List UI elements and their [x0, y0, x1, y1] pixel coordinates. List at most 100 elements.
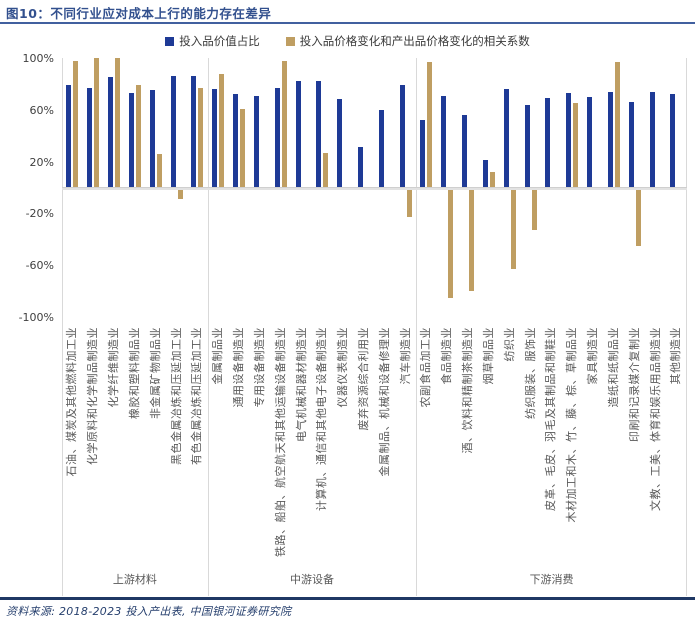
bar-value-share [191, 76, 197, 188]
bar-correlation [573, 103, 579, 188]
bar-value-share [649, 91, 655, 188]
y-tick-label: 100% [22, 52, 54, 65]
bar-value-share [545, 98, 551, 188]
bar-pair-slot [645, 58, 666, 317]
bar-value-share [253, 95, 259, 188]
bar-value-share [295, 81, 301, 188]
category-label: 废弃资源综合利用业 [357, 327, 370, 431]
bar-pair-slot [104, 58, 125, 317]
bar-pair-slot [270, 58, 291, 317]
legend-swatch-blue-icon [165, 36, 175, 46]
bar-pair-slot [333, 58, 354, 317]
bar-pair-slot [499, 58, 520, 317]
bar-value-share [274, 87, 280, 188]
category-slot: 皮革、毛皮、羽毛及其制品和制鞋业 [541, 324, 562, 560]
category-axis: 石油、煤炭及其他燃料加工业 化学原料和化学制品制造业 化学纤维制造业 橡胶和塑料制品业… [62, 324, 687, 560]
bar-value-share [503, 89, 509, 188]
bar-correlation [510, 187, 516, 270]
legend-swatch-gold-icon [285, 36, 295, 46]
category-slot: 废弃资源综合利用业 [354, 324, 375, 560]
bar-value-share [337, 99, 343, 188]
category-slot: 金属制品业 [208, 324, 229, 560]
bar-pair-slot [62, 58, 83, 317]
bar-pair-slot [624, 58, 645, 317]
category-label: 橡胶和塑料制品业 [127, 327, 141, 419]
bar-pair-slot [437, 58, 458, 317]
bar-value-share [233, 94, 239, 188]
category-slot: 化学纤维制造业 [104, 324, 125, 560]
category-label: 文教、工美、体育和娱乐用品制造业 [648, 327, 662, 511]
bar-pair-slot [354, 58, 375, 317]
y-tick-label: 60% [29, 103, 54, 117]
bar-value-share [399, 85, 405, 188]
title-divider [0, 22, 695, 24]
source-note: 资料来源: 2018-2023 投入产出表, 中国银河证券研究院 [6, 605, 292, 618]
y-tick-label: -60% [25, 259, 54, 273]
bar-pair-slot [666, 58, 687, 317]
group-label-中游设备: 中游设备 [289, 573, 334, 586]
bar-correlation [448, 187, 454, 298]
axis-separator-line [686, 58, 687, 596]
zero-baseline [62, 186, 687, 190]
bar-correlation [94, 58, 100, 188]
bar-correlation [177, 187, 183, 200]
category-slot: 石油、煤炭及其他燃料加工业 [62, 324, 83, 560]
category-label: 汽车制造业 [398, 327, 412, 385]
category-slot: 纺织业 [499, 324, 520, 560]
category-slot: 金属制品、机械和设备修理业 [374, 324, 395, 560]
bar-pair-slot [83, 58, 104, 317]
category-label: 非金属矿物制品业 [148, 327, 162, 419]
category-label: 食品制造业 [440, 327, 454, 385]
plot-area [62, 58, 687, 317]
bar-value-share [524, 104, 530, 188]
category-slot: 仪器仪表制造业 [333, 324, 354, 560]
bar-correlation [115, 58, 121, 188]
bar-correlation [219, 73, 225, 188]
category-slot: 橡胶和塑料制品业 [124, 324, 145, 560]
bar-correlation [469, 187, 475, 292]
category-label: 木材加工和木、竹、藤、棕、草制品业 [565, 327, 579, 523]
bar-value-share [108, 77, 114, 188]
bar-correlation [73, 60, 79, 188]
bar-correlation [156, 153, 162, 188]
category-slot: 铁路、船舶、航空航天和其他运输设备制造业 [270, 324, 291, 560]
category-label: 仪器仪表制造业 [336, 327, 350, 408]
category-slot: 烟草制品业 [479, 324, 500, 560]
category-slot: 家具制造业 [583, 324, 604, 560]
bar-pair-slot [208, 58, 229, 317]
category-slot: 文教、工美、体育和娱乐用品制造业 [645, 324, 666, 560]
category-slot: 汽车制造业 [395, 324, 416, 560]
axis-separator-line [416, 58, 418, 596]
bar-value-share [170, 76, 176, 188]
category-slot: 其他制造业 [666, 324, 687, 560]
bar-value-share [587, 96, 593, 188]
category-slot: 黑色金属冶炼和压延加工业 [166, 324, 187, 560]
category-slot: 专用设备制造业 [249, 324, 270, 560]
bars-container [62, 58, 687, 317]
category-label: 通用设备制造业 [232, 327, 246, 408]
y-tick-label: -100% [18, 311, 54, 324]
category-slot: 农副食品加工业 [416, 324, 437, 560]
y-tick-label: -20% [25, 207, 54, 221]
category-label: 有色金属冶炼和压延加工业 [190, 327, 204, 465]
bar-correlation [323, 152, 329, 188]
bar-correlation [489, 171, 495, 188]
bar-value-share [128, 92, 134, 188]
bar-value-share [482, 160, 488, 188]
legend-item-value-share: 投入品价值占比 [165, 33, 260, 49]
bar-value-share [607, 91, 613, 188]
category-label: 皮革、毛皮、羽毛及其制品和制鞋业 [544, 327, 558, 511]
legend-label-value-share: 投入品价值占比 [179, 34, 260, 48]
category-slot: 食品制造业 [437, 324, 458, 560]
y-tick-label: 20% [29, 155, 54, 169]
bar-pair-slot [145, 58, 166, 317]
category-slot: 非金属矿物制品业 [145, 324, 166, 560]
bar-value-share [462, 114, 468, 188]
category-label: 造纸和纸制品业 [606, 327, 620, 408]
bar-pair-slot [479, 58, 500, 317]
bar-pair-slot [583, 58, 604, 317]
bar-pair-slot [541, 58, 562, 317]
bar-pair-slot [124, 58, 145, 317]
category-slot: 计算机、通信和其他电子设备制造业 [312, 324, 333, 560]
